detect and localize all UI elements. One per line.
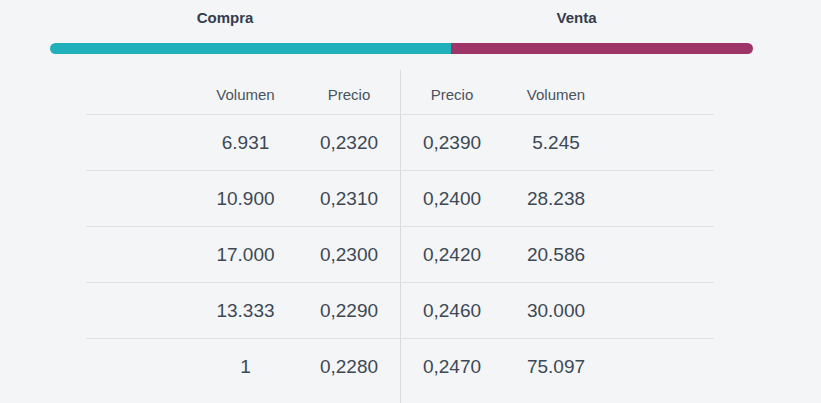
buy-volume-value: 6.931	[193, 132, 298, 154]
sell-volume-value: 30.000	[504, 300, 608, 322]
sell-price-value: 0,2420	[400, 244, 504, 266]
depth-bar	[50, 43, 753, 54]
table-row[interactable]: 10.900 0,2310 0,2400 28.238	[86, 171, 714, 227]
table-row[interactable]: 1 0,2280 0,2470 75.097	[86, 339, 714, 395]
buy-volume-value: 13.333	[193, 300, 298, 322]
sell-volume-value: 20.586	[504, 244, 608, 266]
buy-side-label: Compra	[50, 9, 400, 26]
header-sell-price: Precio	[400, 86, 504, 103]
sell-volume-value: 75.097	[504, 356, 608, 378]
sell-price-value: 0,2400	[400, 188, 504, 210]
sell-volume-value: 5.245	[504, 132, 608, 154]
buy-price-value: 0,2290	[298, 300, 400, 322]
sell-side-label: Venta	[400, 9, 753, 26]
buy-volume-value: 1	[193, 356, 298, 378]
depth-bar-sell	[451, 43, 753, 54]
buy-price-value: 0,2310	[298, 188, 400, 210]
table-row[interactable]: 13.333 0,2290 0,2460 30.000	[86, 283, 714, 339]
header-buy-volume: Volumen	[193, 86, 298, 103]
table-row[interactable]: 6.931 0,2320 0,2390 5.245	[86, 115, 714, 171]
sell-price-value: 0,2390	[400, 132, 504, 154]
header-sell-volume: Volumen	[504, 86, 608, 103]
buy-price-value: 0,2320	[298, 132, 400, 154]
order-book-table: Volumen Precio Precio Volumen 6.931 0,23…	[86, 75, 714, 395]
sell-price-value: 0,2470	[400, 356, 504, 378]
sell-price-value: 0,2460	[400, 300, 504, 322]
buy-price-value: 0,2300	[298, 244, 400, 266]
table-row[interactable]: 17.000 0,2300 0,2420 20.586	[86, 227, 714, 283]
sell-volume-value: 28.238	[504, 188, 608, 210]
order-book-widget: Compra Venta Volumen Precio Precio Volum…	[0, 0, 821, 403]
column-header-row: Volumen Precio Precio Volumen	[86, 75, 714, 115]
header-buy-price: Precio	[298, 86, 400, 103]
buy-volume-value: 10.900	[193, 188, 298, 210]
buy-volume-value: 17.000	[193, 244, 298, 266]
depth-bar-buy	[50, 43, 451, 54]
buy-price-value: 0,2280	[298, 356, 400, 378]
side-headers: Compra Venta	[50, 9, 753, 26]
